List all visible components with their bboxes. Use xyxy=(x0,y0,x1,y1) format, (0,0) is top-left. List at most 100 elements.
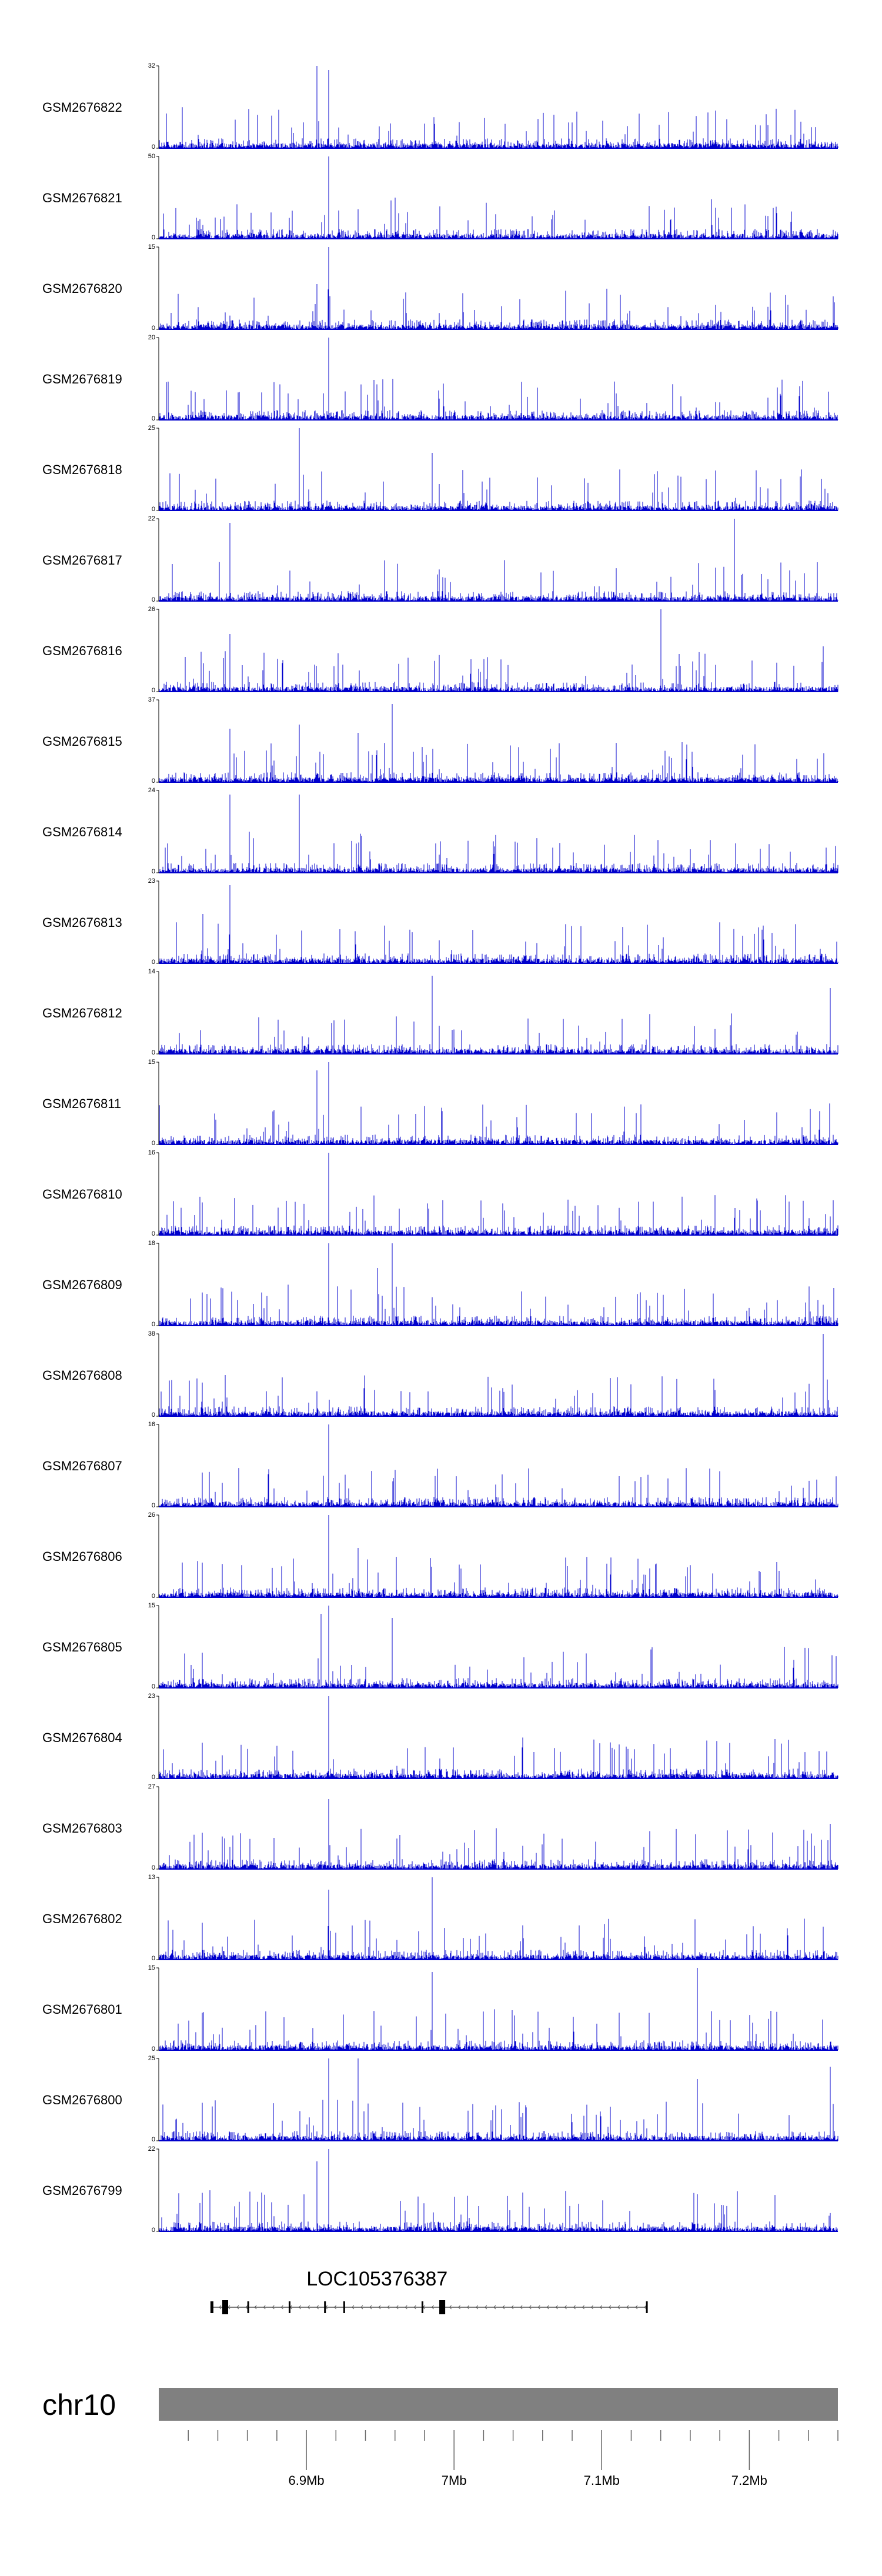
y-axis-max-label: 38 xyxy=(148,1330,155,1337)
coverage-signal xyxy=(159,1877,838,1960)
y-axis-max-label: 22 xyxy=(148,2145,155,2153)
coverage-track xyxy=(156,1514,838,1598)
coverage-track xyxy=(156,337,838,421)
gene-exon xyxy=(439,2300,446,2314)
y-axis-max-label: 23 xyxy=(148,1693,155,1700)
track-label: GSM2676817 xyxy=(42,553,122,568)
strand-arrow xyxy=(334,2305,337,2310)
strand-arrow xyxy=(626,2305,629,2310)
chromosome-ideogram-bar xyxy=(159,2388,838,2421)
strand-arrow xyxy=(405,2305,407,2310)
strand-arrow xyxy=(520,2305,523,2310)
gene-exon xyxy=(324,2301,326,2313)
strand-arrow xyxy=(449,2305,452,2310)
coverage-signal xyxy=(159,338,838,420)
strand-arrow xyxy=(360,2305,363,2310)
track-label: GSM2676805 xyxy=(42,1640,122,1654)
coverage-signal xyxy=(159,1424,838,1507)
strand-arrow xyxy=(219,2305,222,2310)
strand-arrow xyxy=(369,2305,372,2310)
track-label: GSM2676800 xyxy=(42,2093,122,2107)
strand-arrow xyxy=(600,2305,603,2310)
coverage-signal xyxy=(159,156,838,239)
y-axis-max-label: 15 xyxy=(148,1964,155,1971)
coverage-track xyxy=(156,1152,838,1236)
y-axis-max-label: 15 xyxy=(148,243,155,251)
coverage-signal xyxy=(159,976,838,1054)
coverage-signal xyxy=(159,519,838,601)
coverage-track xyxy=(156,971,838,1055)
track-label: GSM2676818 xyxy=(42,462,122,477)
strand-arrow xyxy=(511,2305,514,2310)
coverage-signal xyxy=(159,1243,838,1326)
strand-arrow xyxy=(485,2305,487,2310)
y-axis-min-label: 0 xyxy=(151,415,155,422)
strand-arrow xyxy=(352,2305,355,2310)
y-axis-max-label: 22 xyxy=(148,515,155,522)
y-axis-min-label: 0 xyxy=(151,1955,155,1962)
y-axis-min-label: 0 xyxy=(151,1774,155,1781)
track-label: GSM2676808 xyxy=(42,1368,122,1383)
y-axis-max-label: 16 xyxy=(148,1421,155,1428)
coverage-track xyxy=(156,428,838,511)
coverage-track xyxy=(156,1333,838,1417)
coverage-track xyxy=(156,65,838,149)
y-axis-max-label: 50 xyxy=(148,153,155,160)
y-axis-max-label: 26 xyxy=(148,1511,155,1519)
strand-arrow xyxy=(387,2305,390,2310)
strand-arrow xyxy=(263,2305,266,2310)
gene-exon xyxy=(247,2301,249,2313)
track-label: GSM2676804 xyxy=(42,1730,122,1745)
track-label: GSM2676811 xyxy=(42,1096,122,1111)
coverage-signal xyxy=(159,2149,838,2231)
y-axis-max-label: 13 xyxy=(148,1874,155,1881)
coverage-signal xyxy=(159,428,838,510)
coverage-signal xyxy=(159,1334,838,1416)
y-axis-min-label: 0 xyxy=(151,1502,155,1509)
y-axis-min-label: 0 xyxy=(151,234,155,241)
y-axis-min-label: 0 xyxy=(151,1321,155,1328)
strand-arrow xyxy=(529,2305,532,2310)
y-axis-min-label: 0 xyxy=(151,2136,155,2143)
tick-label: 6.9Mb xyxy=(288,2473,325,2488)
coverage-signal xyxy=(159,795,838,873)
y-axis-max-label: 24 xyxy=(148,787,155,794)
coverage-track xyxy=(156,1877,838,1960)
gene-exon xyxy=(210,2301,213,2313)
y-axis-min-label: 0 xyxy=(151,144,155,151)
coverage-track xyxy=(156,1062,838,1145)
coverage-track xyxy=(156,246,838,330)
gene-exon xyxy=(646,2301,648,2313)
coverage-track xyxy=(156,790,838,873)
track-label: GSM2676821 xyxy=(42,191,122,205)
strand-arrow xyxy=(467,2305,470,2310)
coverage-signal xyxy=(159,247,838,329)
y-axis-min-label: 0 xyxy=(151,1049,155,1056)
strand-arrow xyxy=(635,2305,638,2310)
track-label: GSM2676799 xyxy=(42,2183,122,2198)
track-label: GSM2676801 xyxy=(42,2002,122,2017)
y-axis-min-label: 0 xyxy=(151,778,155,785)
strand-arrow xyxy=(582,2305,584,2310)
coverage-track xyxy=(156,699,838,783)
track-label: GSM2676816 xyxy=(42,643,122,658)
y-axis-max-label: 26 xyxy=(148,606,155,613)
y-axis-max-label: 18 xyxy=(148,1240,155,1247)
y-axis-min-label: 0 xyxy=(151,959,155,966)
track-label: GSM2676813 xyxy=(42,915,122,930)
y-axis-max-label: 16 xyxy=(148,1149,155,1156)
y-axis-min-label: 0 xyxy=(151,1864,155,1871)
gene-exon xyxy=(222,2300,229,2314)
strand-arrow xyxy=(245,2305,248,2310)
coverage-track xyxy=(156,2058,838,2141)
track-label: GSM2676807 xyxy=(42,1459,122,1473)
coverage-signal xyxy=(159,1968,838,2050)
track-label: GSM2676810 xyxy=(42,1187,122,1202)
coverage-signal xyxy=(159,1606,838,1688)
tick-label: 7Mb xyxy=(441,2473,467,2488)
coverage-track xyxy=(156,1696,838,1779)
y-axis-min-label: 0 xyxy=(151,2227,155,2234)
coverage-track xyxy=(156,1786,838,1870)
